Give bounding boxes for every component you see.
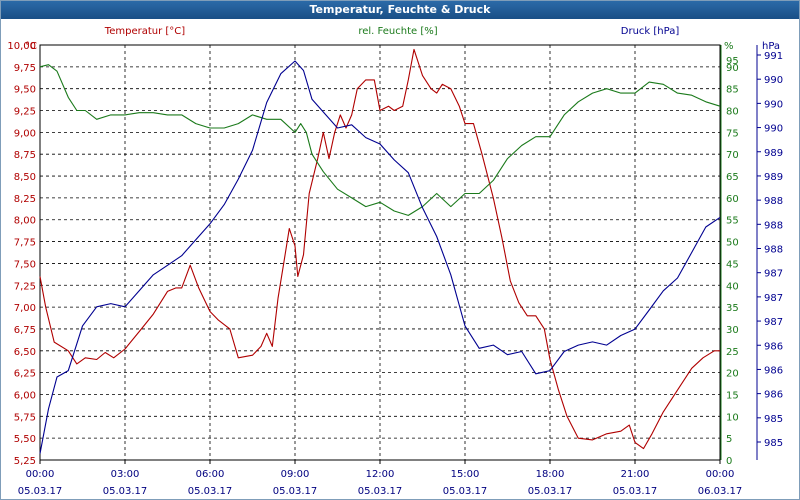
x-tick-time-label: 03:00 (111, 469, 140, 480)
temperature-tick-label: 6,00 (14, 390, 36, 401)
temperature-tick-label: 10,00 (7, 41, 36, 52)
humidity-tick-label: 85 (726, 85, 739, 96)
temperature-tick-label: 8,25 (14, 194, 36, 205)
pressure-tick-label: 986 (764, 341, 783, 352)
humidity-tick-label: 5 (726, 434, 732, 445)
humidity-tick-label: 35 (726, 303, 739, 314)
temperature-tick-label: 8,50 (14, 172, 36, 183)
pressure-tick-label: 985 (764, 438, 783, 449)
x-tick-date-label: 05.03.17 (358, 486, 403, 497)
humidity-tick-label: 15 (726, 390, 739, 401)
temperature-tick-label: 9,00 (14, 128, 36, 139)
temperature-tick-label: 6,25 (14, 369, 36, 380)
temperature-tick-label: 9,50 (14, 85, 36, 96)
pressure-tick-label: 987 (764, 293, 783, 304)
temperature-unit-label: °C (25, 41, 37, 52)
x-tick-date-label: 05.03.17 (273, 486, 318, 497)
x-tick-date-label: 05.03.17 (103, 486, 148, 497)
x-tick-time-label: 21:00 (621, 469, 650, 480)
temperature-tick-label: 7,25 (14, 281, 36, 292)
pressure-tick-label: 991 (764, 51, 783, 62)
pressure-tick-label: 988 (764, 196, 783, 207)
humidity-tick-label: 40 (726, 281, 739, 292)
pressure-tick-label: 990 (764, 75, 783, 86)
temperature-tick-label: 6,50 (14, 347, 36, 358)
humidity-tick-label: 55 (726, 216, 739, 227)
x-tick-time-label: 15:00 (451, 469, 480, 480)
humidity-tick-label: 45 (726, 259, 739, 270)
humidity-tick-label: 70 (726, 150, 739, 161)
x-tick-date-label: 05.03.17 (188, 486, 233, 497)
pressure-legend-label: Druck [hPa] (621, 26, 680, 37)
temperature-series-line (39, 48, 720, 450)
temperature-tick-label: 8,75 (14, 150, 36, 161)
pressure-series-line (39, 60, 721, 454)
humidity-unit-label: % (724, 41, 734, 52)
temperature-tick-label: 9,25 (14, 107, 36, 118)
humidity-tick-label: 75 (726, 128, 739, 139)
pressure-tick-label: 989 (764, 148, 783, 159)
pressure-tick-label: 988 (764, 245, 783, 256)
humidity-tick-label: 60 (726, 194, 739, 205)
temperature-tick-label: 6,75 (14, 325, 36, 336)
pressure-tick-label: 987 (764, 269, 783, 280)
pressure-tick-label: 989 (764, 172, 783, 183)
pressure-unit-label: hPa (762, 41, 780, 52)
humidity-tick-label: 20 (726, 369, 739, 380)
humidity-tick-label: 65 (726, 172, 739, 183)
pressure-tick-label: 985 (764, 414, 783, 425)
x-tick-date-label: 06.03.17 (698, 486, 743, 497)
humidity-legend-label: rel. Feuchte [%] (358, 26, 437, 37)
humidity-tick-label: 25 (726, 347, 739, 358)
x-tick-time-label: 00:00 (26, 469, 55, 480)
x-tick-time-label: 18:00 (536, 469, 565, 480)
x-tick-time-label: 09:00 (281, 469, 310, 480)
pressure-tick-label: 990 (764, 124, 783, 135)
pressure-tick-label: 987 (764, 317, 783, 328)
humidity-series-line (39, 64, 721, 216)
x-tick-date-label: 05.03.17 (528, 486, 573, 497)
humidity-tick-label: 50 (726, 238, 739, 249)
temperature-tick-label: 7,00 (14, 303, 36, 314)
plot-area (39, 44, 721, 461)
pressure-tick-label: 986 (764, 365, 783, 376)
temperature-tick-label: 8,00 (14, 216, 36, 227)
humidity-tick-label: 10 (726, 412, 739, 423)
x-tick-date-label: 05.03.17 (443, 486, 488, 497)
x-tick-date-label: 05.03.17 (613, 486, 658, 497)
humidity-tick-label: 0 (726, 456, 732, 467)
humidity-tick-label: 80 (726, 107, 739, 118)
x-tick-time-label: 06:00 (196, 469, 225, 480)
temperature-legend-label: Temperatur [°C] (104, 26, 185, 37)
humidity-tick-label: 95 (726, 56, 739, 67)
x-tick-date-label: 05.03.17 (18, 486, 63, 497)
temperature-tick-label: 5,50 (14, 434, 36, 445)
temperature-tick-label: 7,50 (14, 259, 36, 270)
temperature-tick-label: 7,75 (14, 238, 36, 249)
humidity-tick-label: 90 (726, 63, 739, 74)
pressure-tick-label: 988 (764, 220, 783, 231)
x-tick-time-label: 12:00 (366, 469, 395, 480)
temperature-tick-label: 5,75 (14, 412, 36, 423)
x-tick-time-label: 00:00 (706, 469, 735, 480)
temperature-tick-label: 5,25 (14, 456, 36, 467)
pressure-tick-label: 990 (764, 99, 783, 110)
pressure-tick-label: 986 (764, 390, 783, 401)
temperature-tick-label: 9,75 (14, 63, 36, 74)
humidity-tick-label: 30 (726, 325, 739, 336)
chart-title: Temperatur, Feuchte & Druck (1, 1, 799, 19)
